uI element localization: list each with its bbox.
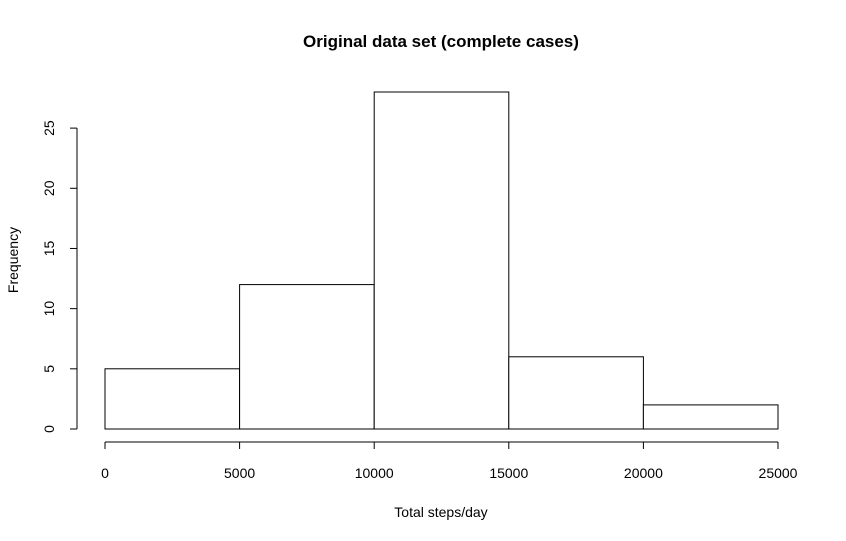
histogram-bar bbox=[373, 91, 510, 430]
histogram-bar bbox=[104, 368, 241, 430]
y-tick-label: 20 bbox=[41, 180, 57, 196]
x-axis: 0 5000 10000 15000 20000 25000 bbox=[101, 441, 798, 481]
x-tick-label: 20000 bbox=[624, 465, 663, 481]
x-tick-label: 0 bbox=[101, 465, 109, 481]
x-axis-label: Total steps/day bbox=[394, 504, 487, 520]
bars-group bbox=[104, 91, 779, 430]
x-tick-label: 25000 bbox=[759, 465, 798, 481]
histogram-bar bbox=[642, 404, 779, 430]
y-axis: 0 5 10 15 20 25 bbox=[41, 120, 78, 433]
x-tick-label: 5000 bbox=[224, 465, 255, 481]
x-tick-label: 10000 bbox=[355, 465, 394, 481]
y-tick-label: 10 bbox=[41, 301, 57, 317]
y-tick-label: 25 bbox=[41, 120, 57, 136]
chart-title: Original data set (complete cases) bbox=[303, 32, 579, 51]
histogram-bar bbox=[508, 356, 644, 430]
histogram-bar bbox=[239, 284, 375, 430]
x-tick-label: 15000 bbox=[489, 465, 528, 481]
y-tick-label: 15 bbox=[41, 240, 57, 256]
y-tick-label: 5 bbox=[41, 365, 57, 373]
y-tick-label: 0 bbox=[41, 425, 57, 433]
y-axis-label: Frequency bbox=[5, 227, 21, 293]
